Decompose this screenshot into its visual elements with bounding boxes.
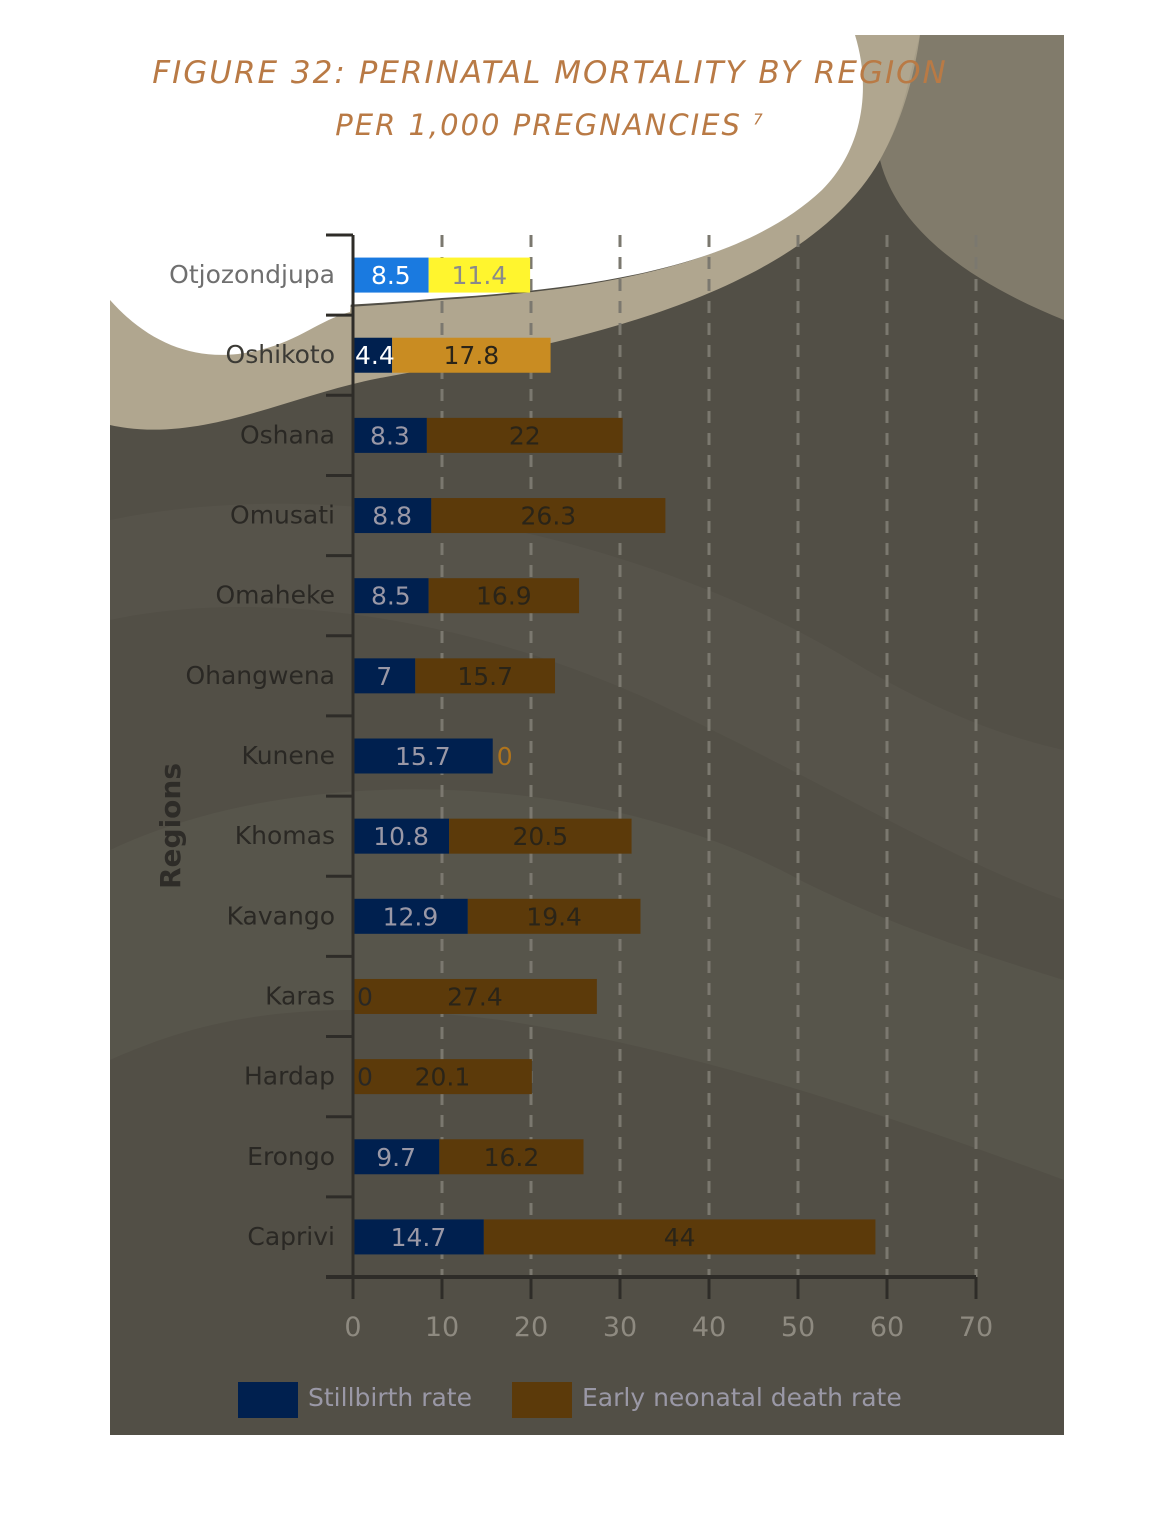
bar-early-neonatal [483, 1219, 876, 1255]
data-label-early-neonatal: 15.7 [457, 662, 513, 691]
bar-stillbirth [353, 498, 432, 534]
data-label-stillbirth: 4.4 [355, 341, 395, 370]
category-label: Oshana [240, 420, 335, 449]
data-label-stillbirth: 12.9 [383, 902, 439, 931]
data-label-stillbirth: 15.7 [395, 742, 451, 771]
chart-subtitle: PER 1,000 PREGNANCIES 7 [110, 108, 990, 142]
data-label-stillbirth: 7 [376, 662, 392, 691]
x-tick-label: 30 [603, 1312, 637, 1343]
bar-stillbirth [353, 257, 429, 293]
bar-early-neonatal [428, 578, 580, 614]
bar-early-neonatal [415, 658, 556, 694]
category-label: Otjozondjupa [169, 260, 335, 289]
bar-early-neonatal [428, 257, 531, 293]
category-label: Omaheke [215, 581, 335, 610]
data-label-stillbirth: 10.8 [373, 822, 429, 851]
data-label-stillbirth: 8.8 [372, 502, 412, 531]
bar-early-neonatal [431, 498, 666, 534]
data-label-stillbirth: 9.7 [376, 1143, 416, 1172]
subtitle-superscript: 7 [753, 110, 765, 129]
category-label: Oshikoto [226, 340, 335, 369]
category-label: Kavango [227, 901, 335, 930]
x-tick-label: 60 [870, 1312, 904, 1343]
bar-stillbirth [353, 417, 427, 453]
bar-early-neonatal [449, 818, 632, 854]
x-tick-label: 40 [692, 1312, 726, 1343]
data-label-early-neonatal: 11.4 [452, 261, 508, 290]
bar-stillbirth [353, 898, 468, 934]
category-label: Hardap [244, 1062, 335, 1091]
data-label-early-neonatal: 0 [497, 742, 513, 771]
bar-early-neonatal [439, 1139, 584, 1175]
legend-swatch-stillbirth [238, 1382, 298, 1418]
x-tick-label: 70 [959, 1312, 993, 1343]
x-tick-label: 50 [781, 1312, 815, 1343]
bar-early-neonatal [426, 417, 623, 453]
bar-early-neonatal [467, 898, 641, 934]
data-label-stillbirth: 14.7 [391, 1223, 447, 1252]
data-label-early-neonatal: 26.3 [521, 502, 577, 531]
bar-stillbirth [353, 337, 393, 373]
bar-early-neonatal [392, 337, 551, 373]
bar-stillbirth [353, 818, 450, 854]
background-band [110, 503, 1064, 900]
x-tick-label: 0 [344, 1312, 361, 1343]
category-label: Ohangwena [185, 661, 335, 690]
category-label: Caprivi [247, 1222, 335, 1251]
background-curve [110, 35, 920, 430]
data-label-early-neonatal: 20.5 [513, 822, 569, 851]
data-label-early-neonatal: 44 [664, 1223, 696, 1252]
chart-title: FIGURE 32: PERINATAL MORTALITY BY REGION [152, 55, 948, 91]
x-tick-label: 20 [514, 1312, 548, 1343]
category-label: Erongo [247, 1142, 335, 1171]
legend-label-stillbirth: Stillbirth rate [308, 1383, 472, 1412]
data-label-early-neonatal: 16.9 [476, 582, 532, 611]
category-label: Karas [265, 981, 335, 1010]
data-label-stillbirth: 0 [357, 982, 373, 1011]
background-cloud [110, 260, 355, 355]
background-curve [840, 35, 1064, 320]
data-label-early-neonatal: 19.4 [526, 902, 582, 931]
bar-early-neonatal [353, 1059, 532, 1095]
bar-stillbirth [353, 658, 416, 694]
background-cloud [110, 35, 863, 308]
bar-stillbirth [353, 1139, 440, 1175]
data-label-stillbirth: 8.5 [371, 261, 411, 290]
data-label-early-neonatal: 20.1 [415, 1063, 471, 1092]
bar-stillbirth [353, 1219, 484, 1255]
category-label: Khomas [235, 821, 335, 850]
data-label-early-neonatal: 16.2 [484, 1143, 540, 1172]
bar-stillbirth [353, 578, 429, 614]
data-label-stillbirth: 8.3 [370, 421, 410, 450]
category-label: Omusati [230, 501, 335, 530]
x-tick-label: 10 [425, 1312, 459, 1343]
bar-early-neonatal [353, 978, 597, 1014]
legend-swatch-early-neonatal [512, 1382, 572, 1418]
data-label-early-neonatal: 17.8 [444, 341, 500, 370]
category-label: Kunene [242, 741, 335, 770]
y-axis-label: Regions [154, 763, 187, 889]
data-label-early-neonatal: 27.4 [447, 982, 503, 1011]
data-label-early-neonatal: 22 [509, 421, 541, 450]
chart-subtitle-text: PER 1,000 PREGNANCIES [335, 108, 742, 142]
data-label-stillbirth: 0 [357, 1063, 373, 1092]
legend-label-early-neonatal: Early neonatal death rate [582, 1383, 902, 1412]
data-label-stillbirth: 8.5 [371, 582, 411, 611]
bar-stillbirth [353, 738, 493, 774]
